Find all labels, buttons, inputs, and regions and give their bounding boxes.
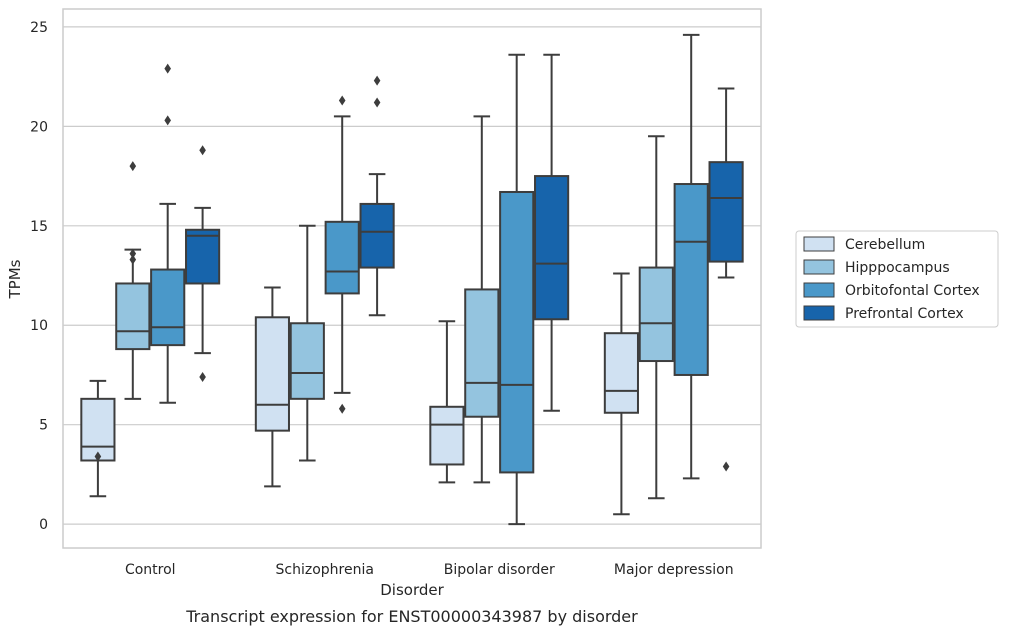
legend-label: Hipppocampus	[845, 260, 950, 276]
box-group	[185, 145, 221, 382]
box-group	[359, 75, 395, 317]
legend-label: Prefrontal Cortex	[845, 306, 964, 322]
legend-frame	[795, 230, 999, 328]
box	[534, 175, 570, 321]
box-group	[254, 286, 290, 488]
legend-swatch	[803, 282, 835, 298]
x-tick-labels: Control Schizophrenia Bipolar disorder Majo…	[125, 562, 734, 578]
box	[499, 190, 535, 474]
y-tick-label: 0	[39, 517, 48, 533]
legend: Cerebellum Hipppocampus Orbitofontal Corte…	[795, 230, 999, 328]
box-group	[534, 53, 570, 412]
box	[359, 202, 395, 269]
outlier-point	[129, 161, 137, 172]
box-group	[708, 87, 744, 472]
box-group	[324, 95, 360, 414]
box-group	[80, 379, 116, 498]
legend-label: Cerebellum	[845, 237, 925, 253]
x-tick-label: Schizophrenia	[276, 562, 374, 578]
box-group	[150, 63, 186, 404]
y-tick-label: 15	[30, 219, 48, 235]
outlier-point	[338, 95, 346, 106]
box	[429, 405, 465, 466]
outlier-point	[94, 451, 102, 462]
outlier-point	[199, 371, 206, 382]
x-axis-label: Disorder	[380, 581, 444, 599]
box-group	[603, 272, 639, 516]
outlier-point	[164, 63, 171, 74]
outlier-point	[129, 254, 137, 265]
y-tick-labels: 0 5 10 15 20 25	[30, 20, 48, 533]
box	[673, 183, 709, 376]
outlier-point	[373, 97, 381, 108]
box	[603, 332, 639, 414]
outlier-point	[722, 461, 730, 472]
legend-swatch	[803, 236, 835, 252]
box-group	[499, 53, 535, 526]
box-group	[429, 320, 465, 484]
outlier-point	[129, 248, 137, 259]
boxes	[80, 33, 744, 526]
y-axis-label: TPMs	[6, 259, 24, 299]
box	[80, 397, 116, 462]
box-group	[673, 33, 709, 480]
box	[254, 316, 290, 432]
outlier-point	[199, 145, 206, 156]
outlier-point	[338, 403, 346, 414]
box	[464, 288, 500, 418]
legend-label: Orbitofontal Cortex	[845, 283, 980, 299]
y-tick-label: 10	[30, 318, 48, 334]
outlier-point	[164, 115, 171, 126]
legend-swatch	[803, 259, 835, 275]
chart-caption: Transcript expression for ENST0000034398…	[185, 607, 638, 626]
box	[708, 161, 744, 263]
x-tick-label: Bipolar disorder	[444, 562, 555, 578]
box	[324, 220, 360, 295]
outlier-point	[373, 75, 381, 86]
box-group	[464, 115, 500, 484]
legend-swatch	[803, 305, 835, 321]
box	[185, 228, 221, 285]
box	[289, 322, 325, 400]
y-tick-label: 20	[30, 119, 48, 135]
x-tick-label: Major depression	[614, 562, 734, 578]
y-tick-label: 5	[39, 418, 48, 434]
box-group	[289, 224, 325, 462]
box	[115, 282, 151, 351]
y-tick-label: 25	[30, 20, 48, 36]
box-group	[638, 135, 674, 500]
plot-frame	[62, 8, 762, 549]
box	[638, 266, 674, 363]
box	[150, 268, 186, 347]
x-tick-label: Control	[125, 562, 176, 578]
box-group	[115, 161, 151, 400]
